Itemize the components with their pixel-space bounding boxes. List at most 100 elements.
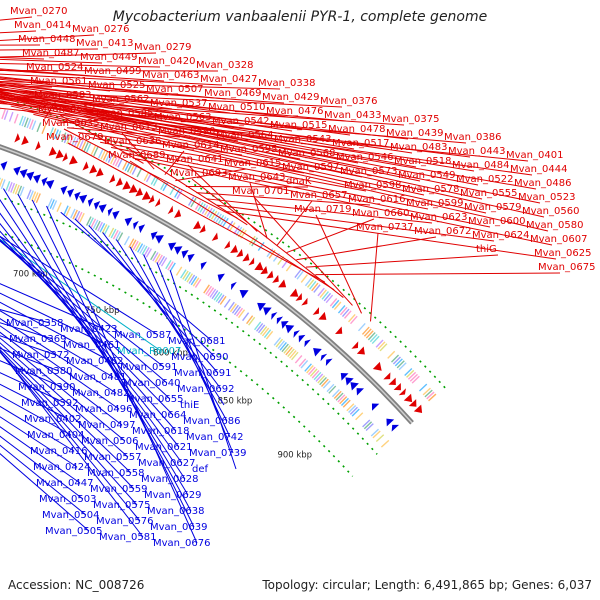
feature-strip-inner (235, 307, 244, 317)
feature-strip-inner (215, 293, 223, 303)
feature-strip-outer (339, 306, 348, 316)
feature-strip-inner (99, 222, 106, 233)
feature-strip-inner (76, 211, 83, 222)
bottom-gene-label: Mvan_0638 (147, 506, 204, 517)
bottom-gene-label: Mvan_0506 (81, 436, 138, 447)
feature-strip-inner (320, 378, 329, 387)
feature-strip-outer (21, 116, 27, 127)
top-gene-label: Mvan_0599 (406, 198, 463, 209)
feature-strip-inner (281, 343, 289, 353)
reverse-gene-arrow (386, 418, 395, 427)
reverse-gene-arrow (356, 388, 365, 396)
feature-strip-inner (182, 270, 189, 280)
top-label-leader (55, 118, 119, 124)
reverse-gene-arrow (74, 191, 81, 201)
feature-strip-inner (47, 198, 53, 208)
top-gene-label: Mvan_0515 (270, 120, 327, 131)
feature-strip-inner (326, 383, 335, 393)
feature-strip-inner (339, 396, 348, 405)
top-label-leader (0, 44, 41, 46)
bottom-label-leader (0, 212, 183, 464)
top-label-leader (0, 48, 99, 51)
feature-strip-inner (217, 294, 225, 304)
forward-gene-arrow (266, 270, 274, 279)
feature-strip-inner (349, 406, 358, 415)
feature-strip-outer (357, 322, 366, 332)
feature-strip-inner (7, 181, 13, 192)
top-gene-label: Mvan_0510 (208, 102, 265, 113)
feature-strip-inner (375, 434, 385, 443)
forward-gene-arrow (312, 307, 320, 315)
feature-strip-inner (313, 371, 322, 381)
top-label-leader (0, 98, 239, 142)
bottom-gene-label: Mvan_0462 (66, 356, 123, 367)
bottom-gene-label: Mvan_0505 (45, 526, 102, 537)
bottom-gene-label: Mvan_0640 (123, 378, 180, 389)
top-gene-label: Mvan_0542 (212, 116, 269, 127)
feature-strip-inner (277, 340, 285, 349)
top-label-leader (59, 114, 144, 164)
reverse-gene-arrow (112, 210, 120, 220)
top-label-leader (121, 152, 491, 228)
top-label-leader (0, 69, 219, 72)
forward-gene-arrow (21, 135, 29, 146)
top-label-leader (0, 95, 177, 124)
forward-gene-arrow (211, 232, 218, 241)
feature-strip-outer (206, 207, 213, 217)
top-gene-label: Mvan_0578 (402, 184, 459, 195)
feature-strip-outer (129, 164, 136, 174)
top-gene-label: Mvan_0635 (42, 118, 99, 129)
bottom-gene-label: Mvan_0581 (99, 532, 156, 543)
reverse-gene-arrow (168, 242, 177, 252)
top-gene-label: Mvan_0414 (14, 20, 71, 31)
top-label-leader (315, 272, 561, 276)
feature-strip-inner (117, 232, 124, 242)
forward-gene-arrow (383, 372, 391, 380)
reverse-gene-arrow (26, 171, 35, 181)
feature-strip-inner (300, 360, 309, 369)
feature-strip-outer (294, 269, 302, 278)
top-gene-label: Mvan_0507 (146, 84, 203, 95)
feature-strip-inner (346, 403, 355, 412)
top-label-leader (78, 131, 243, 156)
top-gene-label: Mvan_0401 (506, 150, 563, 161)
feature-strip-inner (229, 303, 237, 313)
feature-strip-inner (289, 350, 297, 359)
top-label-leader (10, 105, 425, 196)
reverse-gene-arrow (174, 246, 183, 255)
top-gene-label: Mvan_0737 (356, 222, 413, 233)
top-label-leader (276, 200, 313, 246)
feature-strip-outer (331, 299, 340, 309)
feature-strip-inner (246, 315, 254, 325)
top-gene-label: Mvan_0439 (386, 128, 443, 139)
feature-strip-outer (31, 120, 37, 131)
forward-gene-arrow (351, 341, 359, 349)
forward-gene-arrow (115, 177, 123, 187)
bottom-label-leader (17, 193, 192, 512)
kbp-tick-label: 700 kbp (13, 270, 48, 280)
bottom-gene-label: Mvan_0358 (6, 318, 63, 329)
reverse-gene-arrow (281, 321, 289, 329)
feature-strip-inner (5, 181, 11, 191)
bottom-gene-label: Mvan_0681 (168, 336, 225, 347)
feature-strip-inner (227, 301, 235, 311)
feature-strip-inner (108, 227, 115, 238)
feature-strip-inner (94, 220, 101, 231)
kbp-tick-label: 850 kbp (218, 397, 253, 407)
reverse-gene-arrow (124, 217, 133, 227)
feature-strip-outer (97, 148, 104, 159)
feature-strip-outer (219, 216, 227, 226)
feature-strip-inner (355, 412, 364, 421)
bottom-gene-label: Mvan_0482 (72, 388, 129, 399)
top-label-leader (286, 218, 375, 254)
top-label-leader (0, 85, 53, 88)
top-gene-label: Mvan_0427 (200, 74, 257, 85)
top-label-leader (0, 91, 413, 154)
feature-strip-inner (156, 254, 163, 264)
feature-strip-inner (309, 368, 318, 377)
feature-strip-inner (132, 240, 139, 251)
reverse-gene-arrow (313, 348, 322, 357)
feature-strip-outer (18, 115, 24, 126)
feature-strip-inner (254, 321, 262, 331)
reverse-gene-arrow (200, 261, 207, 271)
